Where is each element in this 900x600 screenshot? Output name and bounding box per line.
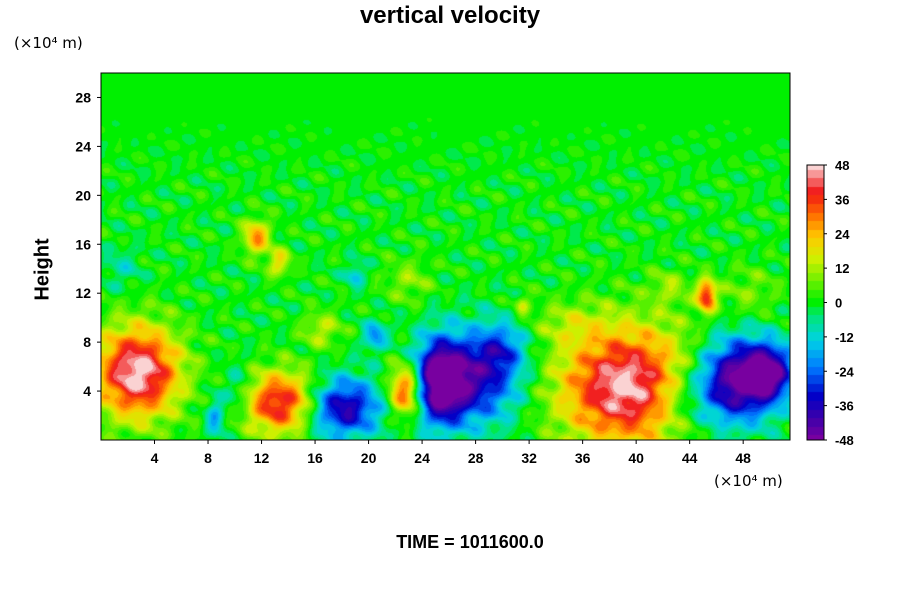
plot-frame (100, 72, 791, 441)
colorbar-tick-label: -36 (835, 399, 854, 414)
heatmap-field (101, 73, 790, 440)
y-tick-label: 28 (75, 89, 91, 105)
x-tick-label: 4 (151, 450, 159, 466)
x-tick-label: 16 (307, 450, 323, 466)
chart-title: vertical velocity (359, 2, 541, 29)
y-tick-label: 24 (75, 138, 91, 154)
y-tick-label: 12 (75, 285, 91, 301)
y-tick-label: 4 (83, 383, 91, 399)
x-axis-unit-label: (×10⁴ m) (714, 472, 783, 490)
colorbar (807, 165, 824, 440)
colorbar-tick-label: 36 (835, 192, 849, 207)
time-footer: TIME = 1011600.0 (396, 532, 544, 552)
x-tick-label: 12 (254, 450, 270, 466)
colorbar-tick-label: -24 (835, 364, 855, 379)
colorbar-tick-label: 48 (835, 158, 849, 173)
x-tick-label: 32 (521, 450, 537, 466)
x-tick-label: 40 (628, 450, 644, 466)
x-tick-label: 20 (361, 450, 377, 466)
x-tick-label: 8 (204, 450, 212, 466)
colorbar-tick-label: 0 (835, 296, 842, 311)
colorbar-ticks: 48 36 24 12 0 -12 -24 -36 -48 (824, 158, 855, 448)
x-tick-label: 28 (468, 450, 484, 466)
colorbar-tick-label: -12 (835, 330, 854, 345)
x-tick-label: 48 (735, 450, 751, 466)
colorbar-tick-label: 24 (835, 227, 850, 242)
y-tick-label: 16 (75, 236, 91, 252)
y-axis-ticks: 4 8 12 16 20 24 28 (75, 89, 101, 399)
y-axis-unit-label: (×10⁴ m) (14, 34, 83, 52)
y-tick-label: 8 (83, 334, 91, 350)
colorbar-tick-label: -48 (835, 433, 854, 448)
x-tick-label: 44 (682, 450, 698, 466)
x-axis-ticks: 4 8 12 16 20 24 28 32 36 40 44 48 (151, 440, 751, 466)
x-tick-label: 36 (575, 450, 591, 466)
x-tick-label: 24 (414, 450, 430, 466)
y-tick-label: 20 (75, 187, 91, 203)
colorbar-tick-label: 12 (835, 261, 849, 276)
